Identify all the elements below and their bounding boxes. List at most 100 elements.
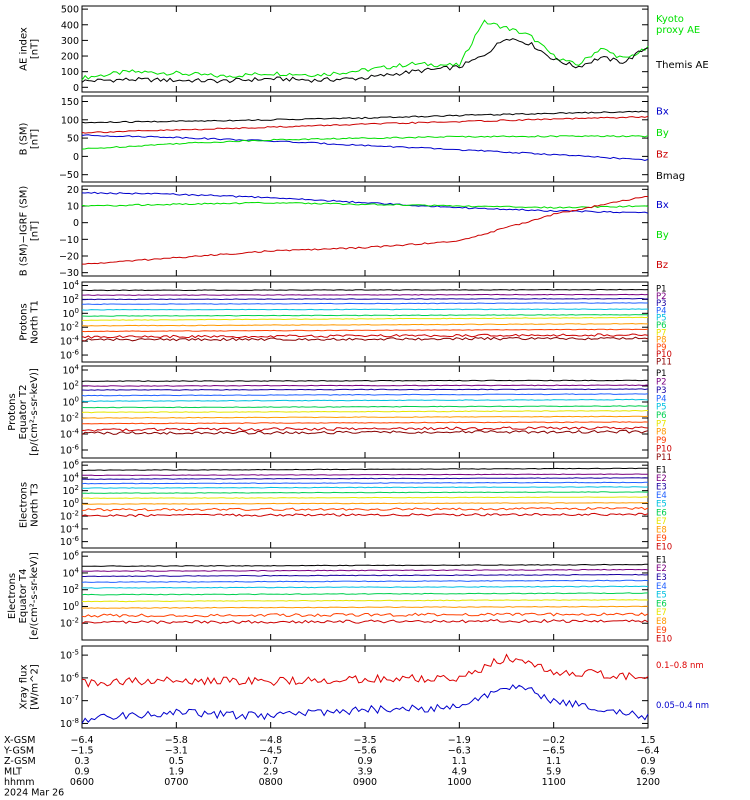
- series-line-p2: [81, 384, 649, 387]
- x-row-value: 0600: [70, 777, 94, 788]
- series-line-p6: [81, 314, 649, 317]
- y-tick-label: 100: [62, 497, 79, 510]
- y-axis-label: [p/(cm²-s-sr-keV)]: [29, 368, 40, 456]
- series-line-p4: [82, 302, 648, 306]
- y-tick-label: 400: [61, 20, 79, 31]
- legend-label: E5: [656, 591, 667, 601]
- x-row-value: 0.5: [169, 756, 184, 767]
- x-row-value: −6.3: [448, 746, 471, 757]
- y-tick-label: −20: [59, 252, 79, 263]
- y-tick-label: 0: [73, 152, 79, 163]
- y-tick-label: 50: [67, 134, 79, 145]
- series-line-kyoto-proxy-ae: [81, 19, 649, 81]
- y-tick-label: 104: [62, 364, 79, 377]
- y-tick-label: 104: [62, 279, 79, 292]
- x-row-value: −0.2: [542, 735, 565, 746]
- y-tick-label: 106: [62, 459, 79, 472]
- y-tick-label: 100: [61, 67, 79, 78]
- x-row-value: 0.9: [640, 756, 655, 767]
- x-row-value: −1.5: [70, 746, 93, 757]
- legend-label: P3: [656, 299, 667, 309]
- x-row-value: 0.3: [74, 756, 89, 767]
- y-tick-label: 100: [62, 396, 79, 409]
- legend-label: Themis AE: [655, 60, 709, 71]
- y-tick-label: 10-6: [60, 671, 80, 684]
- y-tick-label: 10-4: [60, 522, 80, 535]
- x-row-value: 2.9: [263, 767, 278, 778]
- y-axis-label: [W/m^2]: [30, 664, 41, 710]
- series-line-p6: [81, 405, 649, 409]
- series-line-by: [81, 201, 649, 209]
- series-line-p5: [81, 398, 649, 403]
- y-tick-label: 10-2: [60, 321, 79, 334]
- series-line-bmag: [81, 110, 649, 124]
- x-row-value: 0.9: [357, 756, 372, 767]
- y-axis-label: AE index: [19, 27, 30, 71]
- x-row-value: 0900: [353, 777, 377, 788]
- y-axis-label: [e/(cm²-s-sr-keV)]: [29, 552, 40, 640]
- y-tick-label: 10-6: [60, 535, 80, 548]
- x-row-value: 5.9: [546, 767, 561, 778]
- x-row-value: −6.5: [542, 746, 565, 757]
- series-line-e1: [81, 467, 649, 472]
- series-line-e5: [82, 585, 649, 589]
- series-line-e7: [81, 598, 649, 603]
- y-axis-label: B (SM)−IGRF (SM): [19, 186, 30, 277]
- legend-label: E7: [656, 517, 667, 527]
- legend-label: E3: [656, 483, 667, 493]
- legend-label: proxy AE: [656, 25, 700, 36]
- y-tick-label: 10-7: [60, 694, 79, 707]
- x-row-value: 1000: [447, 777, 471, 788]
- series-line-e2: [82, 568, 649, 572]
- legend-label: P6: [656, 321, 667, 331]
- series-line-0-1-0-8-nm: [81, 653, 649, 688]
- legend-label: E8: [656, 526, 667, 536]
- legend-label: Bx: [656, 107, 669, 118]
- legend-label: By: [656, 128, 669, 139]
- x-row-name: Z-GSM: [4, 756, 36, 767]
- legend-label: 0.1–0.8 nm: [656, 661, 704, 671]
- y-axis-label: Equator T2: [18, 385, 29, 440]
- series-line-p8: [82, 322, 648, 327]
- y-tick-label: 500: [61, 5, 79, 16]
- legend-label: P7: [656, 419, 667, 429]
- y-tick-label: 10-6: [60, 349, 80, 362]
- y-tick-label: 102: [62, 583, 79, 596]
- legend-label: Bmag: [656, 171, 685, 182]
- x-row-value: −4.5: [259, 746, 282, 757]
- x-row-value: 0700: [164, 777, 188, 788]
- series-line-p7: [81, 409, 649, 414]
- series-line-p3: [82, 297, 649, 301]
- series-line-e4: [81, 481, 648, 485]
- y-tick-label: −30: [59, 268, 79, 279]
- x-row-name: MLT: [4, 767, 22, 778]
- series-line-by: [81, 135, 649, 150]
- series-line-e4: [81, 579, 649, 583]
- x-row-value: 0800: [259, 777, 283, 788]
- y-axis-label: Protons: [19, 303, 30, 340]
- series-line-p4: [81, 393, 649, 397]
- y-tick-label: 100: [61, 115, 79, 126]
- legend-label: P4: [656, 394, 667, 404]
- series-line-e9: [82, 506, 649, 512]
- x-row-value: −1.9: [448, 735, 471, 746]
- y-axis-label: [nT]: [30, 221, 41, 241]
- x-row-value: 1100: [542, 777, 566, 788]
- y-tick-label: 10: [67, 202, 79, 213]
- series-line-p8: [81, 415, 649, 419]
- x-row-value: 1.1: [546, 756, 561, 767]
- legend-label: P9: [656, 436, 667, 446]
- series-line-p10: [81, 333, 649, 339]
- legend-label: P2: [656, 292, 667, 302]
- y-tick-label: −50: [59, 170, 79, 181]
- legend-label: E2: [656, 474, 667, 484]
- series-line-p7: [82, 316, 649, 321]
- y-axis-label: Xray flux: [19, 665, 30, 710]
- series-line-p3: [81, 388, 649, 391]
- legend-label: Bx: [656, 200, 669, 211]
- legend-label: E9: [656, 626, 667, 636]
- y-tick-label: −10: [59, 235, 79, 246]
- x-row-value: −6.4: [636, 746, 659, 757]
- legend-label: E8: [656, 617, 667, 627]
